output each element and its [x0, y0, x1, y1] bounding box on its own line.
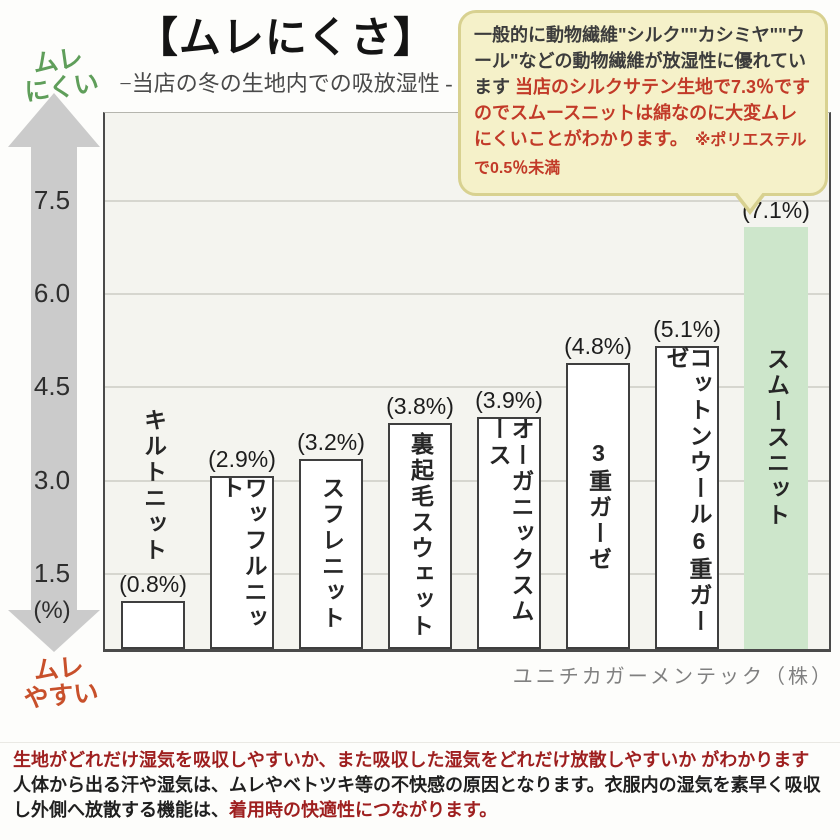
bar-value-label: (5.1%) — [653, 316, 721, 342]
page-title: 【ムレにくさ】 — [135, 16, 437, 62]
bar-category-label: スフレニット — [318, 476, 345, 632]
bar-category-label: 裏起毛スウェット — [407, 432, 434, 640]
y-axis-unit-label: (%) — [33, 597, 71, 624]
bar-category-label: オーガニックスムース — [485, 417, 534, 625]
bar-3 — [388, 423, 452, 649]
bar-category-label: コットンウール6重ガーゼ — [663, 346, 712, 635]
bar-4 — [477, 417, 541, 649]
y-axis-tick-label: 7.5 — [33, 185, 71, 215]
bar-0 — [121, 601, 185, 649]
bar-value-label: (4.8%) — [564, 333, 632, 359]
y-axis-tick-label: 6.0 — [33, 278, 71, 308]
axis-bottom-label: ムレ やすい — [8, 652, 112, 715]
bar-2 — [299, 459, 363, 649]
bar-value-label: (2.9%) — [208, 446, 276, 472]
callout-note-text: ※ポリエステルで0.5％未満 — [474, 132, 807, 177]
y-axis-tick-label: 4.5 — [33, 371, 71, 401]
callout-intro-text: 一般的に動物繊維"シルク""カシミヤ""ウール"などの動物繊維が放湿性に優れてい… — [474, 25, 806, 97]
gridline — [105, 573, 829, 575]
bar-1 — [210, 476, 274, 649]
gridline — [105, 293, 829, 295]
bar-value-label: (0.8%) — [119, 571, 187, 597]
footer-text: 生地がどれだけ湿気を吸収しやすいか、また吸収した湿気をどれだけ放散しやすいか が… — [0, 748, 840, 823]
bubble-tail-icon — [736, 191, 764, 209]
bar-7 — [744, 227, 808, 649]
y-axis-tick-label: 3.0 — [33, 465, 71, 495]
bar-category-label: ワッフルニット — [218, 476, 267, 632]
callout-highlight-text: 当店のシルクサテン生地で7.3％ですのでスムースニットは綿なのに大変ムレにくいこ… — [474, 77, 811, 149]
footer-red-line: 生地がどれだけ湿気を吸収しやすいか、また吸収した湿気をどれだけ放散しやすいか が… — [13, 750, 810, 770]
chart-plot-area: (0.8%) キルトニット (2.9%) ワッフルニット (3.2%) スフレニット (3.… — [103, 112, 831, 652]
axis-bottom-label-line2: やすい — [22, 678, 100, 714]
callout-bubble: 一般的に動物繊維"シルク""カシミヤ""ウール"などの動物繊維が放湿性に優れてい… — [458, 10, 828, 215]
arrow-up-icon — [8, 93, 100, 147]
bar-value-label: (7.1%) — [742, 197, 810, 223]
footer-red-conclusion: 着用時の快適性につながります。 — [229, 800, 498, 820]
gridline — [105, 200, 829, 202]
y-axis-arrow-shaft — [31, 146, 77, 612]
bar-category-label: スムースニット — [763, 347, 790, 529]
bar-category-label: 3重ガーゼ — [585, 439, 612, 573]
bar-value-label: (3.8%) — [386, 393, 454, 419]
bar-category-label: キルトニット — [140, 408, 167, 564]
source-credit: ユニチカガーメンテック（株） — [512, 666, 834, 688]
gridline — [105, 480, 829, 482]
bar-value-label: (3.2%) — [297, 429, 365, 455]
y-axis-tick-label: 1.5 — [33, 558, 71, 588]
bar-6 — [655, 346, 719, 649]
page-subtitle: −当店の冬の生地内での吸放湿性 - — [119, 71, 453, 96]
footer-divider — [0, 742, 840, 743]
footer-black-text: 人体から出る汗や湿気は、ムレやベトツキ等の不快感の原因となります。衣服内の湿気を… — [13, 775, 821, 820]
gridline — [105, 386, 829, 388]
arrow-down-icon — [8, 610, 100, 652]
bar-value-label: (3.9%) — [475, 387, 543, 413]
bar-5 — [566, 363, 630, 649]
